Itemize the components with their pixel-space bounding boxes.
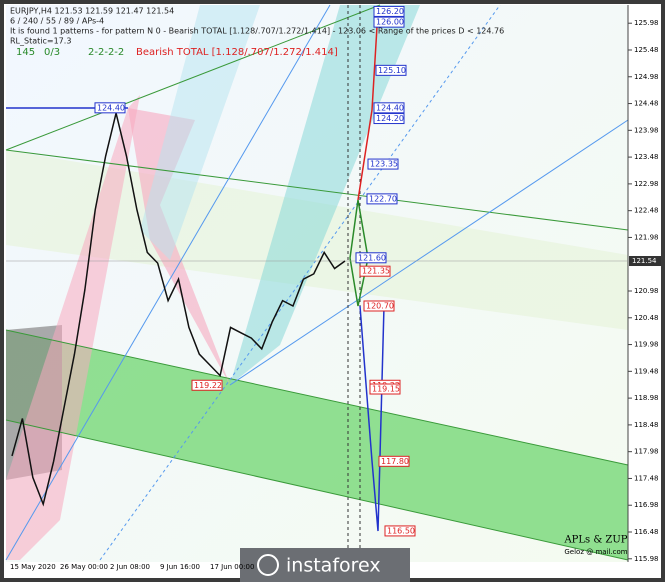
status: 2-2-2-2 xyxy=(88,47,124,58)
pattern-line xyxy=(357,9,379,201)
status: 0/3 xyxy=(44,47,60,58)
y-tick-label: 118.98 xyxy=(634,394,659,402)
y-tick-label: 117.98 xyxy=(634,448,659,456)
level-label: 116.50 xyxy=(387,526,415,535)
y-tick-label: 115.98 xyxy=(634,555,659,563)
y-tick-label: 125.48 xyxy=(634,46,659,54)
logo-box xyxy=(240,548,410,582)
y-tick-label: 123.98 xyxy=(634,126,659,134)
level-box xyxy=(94,102,126,114)
pattern xyxy=(6,95,140,560)
trend-line xyxy=(99,4,501,561)
header-line: It is found 1 patterns - for pattern N 0… xyxy=(10,27,504,36)
trend-line xyxy=(5,4,381,151)
y-tick-label: 120.48 xyxy=(634,314,659,322)
y-tick-label: 121.98 xyxy=(634,233,659,241)
header-line: RL_Static=17.3 xyxy=(10,37,71,46)
y-tick-label: 124.98 xyxy=(634,73,659,81)
credit: APLs & ZUP xyxy=(563,535,627,546)
level-label: 123.35 xyxy=(370,160,398,169)
y-tick-label: 119.98 xyxy=(634,341,659,349)
level-label: 124.40 xyxy=(376,103,404,112)
level-box xyxy=(369,383,401,395)
pattern xyxy=(128,108,230,385)
y-tick-label: 124.48 xyxy=(634,100,659,108)
x-tick-label: 17 Jun 00:00 xyxy=(210,563,254,571)
trend-line xyxy=(5,419,629,561)
y-tick-label: 123.48 xyxy=(634,153,659,161)
header-line: 6 / 240 / 55 / 89 / APs-4 xyxy=(10,17,104,26)
level-label: 122.70 xyxy=(369,194,397,203)
level-label: 126.00 xyxy=(376,18,404,27)
y-tick-label: 117.48 xyxy=(634,474,659,482)
y-tick-label: 119.48 xyxy=(634,367,659,375)
band xyxy=(140,5,260,260)
level-box xyxy=(191,379,223,391)
level-box xyxy=(355,252,387,264)
status: 145 xyxy=(16,47,35,58)
y-tick-label: 116.48 xyxy=(634,528,659,536)
last-price: 121.54 xyxy=(632,257,657,265)
y-tick-label: 120.98 xyxy=(634,287,659,295)
header-line: EURJPY,H4 121.53 121.59 121.47 121.54 xyxy=(10,7,174,16)
y-tick-label: 122.48 xyxy=(634,207,659,215)
x-tick-label: 9 Jun 16:00 xyxy=(160,563,200,571)
level-box xyxy=(373,5,405,17)
y-tick-label: 122.98 xyxy=(634,180,659,188)
level-box xyxy=(366,193,398,205)
level-box xyxy=(373,102,405,114)
logo-icon xyxy=(257,554,279,576)
trend-line xyxy=(5,4,331,561)
credit: Geloz @ mail.com xyxy=(564,548,627,556)
level-label: 126.20 xyxy=(376,7,404,16)
price-series xyxy=(11,113,346,507)
trend-line xyxy=(229,119,629,386)
level-label: 124.20 xyxy=(376,114,404,123)
level-label: 121.35 xyxy=(362,267,390,276)
level-box xyxy=(375,64,407,76)
trend-line xyxy=(5,329,629,466)
level-label: 125.10 xyxy=(378,66,406,75)
y-tick-label: 125.98 xyxy=(634,19,659,27)
x-tick-label: 2 Jun 08:00 xyxy=(110,563,150,571)
x-tick-label: 15 May 2020 xyxy=(10,563,56,571)
level-box xyxy=(359,265,391,277)
y-tick-label: 116.98 xyxy=(634,501,659,509)
level-label: 119.15 xyxy=(372,385,400,394)
status: Bearish TOTAL [1.128/.707/1.272/1.414] xyxy=(136,47,338,58)
level-box xyxy=(367,158,399,170)
level-label: 117.80 xyxy=(381,457,409,466)
y-tick-label: 118.48 xyxy=(634,421,659,429)
level-box xyxy=(373,16,405,28)
logo: instaforex xyxy=(286,555,381,577)
last-price-box xyxy=(629,256,661,267)
level-box xyxy=(363,300,395,312)
level-label: 121.60 xyxy=(358,253,386,262)
level-box xyxy=(384,525,416,537)
trend-line xyxy=(5,149,629,231)
level-label: 119.22 xyxy=(194,381,222,390)
channel xyxy=(6,330,628,560)
level-box xyxy=(373,113,405,125)
level-label: 120.70 xyxy=(366,301,394,310)
level-box xyxy=(378,455,410,467)
level-label: 124.40 xyxy=(97,103,125,112)
x-tick-label: 26 May 00:00 xyxy=(60,563,108,571)
